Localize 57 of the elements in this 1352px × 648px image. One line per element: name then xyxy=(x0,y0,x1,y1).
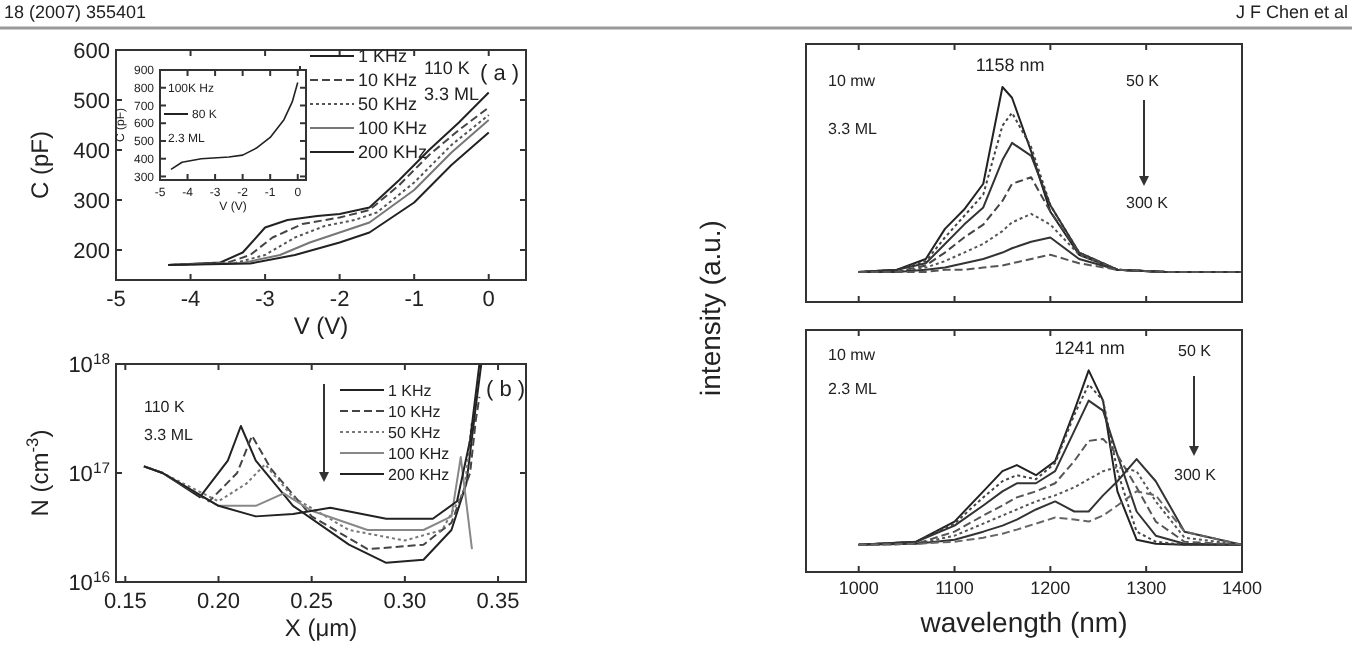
text: J F Chen et al xyxy=(1235,2,1348,22)
annotation: 50 K xyxy=(1126,72,1161,90)
x-tick-label: 0.35 xyxy=(476,590,520,614)
x-axis-title: X (μm) xyxy=(284,614,358,642)
x-tick-label: 1300 xyxy=(1126,578,1167,598)
legend-label: 200 KHz xyxy=(388,465,450,484)
annotation: 300 K xyxy=(1174,466,1218,484)
y-tick-label: 10$^{17}$ xyxy=(68,457,110,487)
legend-label: 100 KHz xyxy=(388,444,450,463)
x-tick-label: 0.25 xyxy=(290,590,334,614)
x-tick-label: -1 xyxy=(404,288,424,312)
x-tick-label: 0.20 xyxy=(197,590,240,614)
y-tick-label: 10$^{18}$ xyxy=(68,348,110,378)
annotation: 2.3 ML xyxy=(828,380,879,398)
x-tick-label: 0.30 xyxy=(383,590,427,614)
annotation: ( a ) xyxy=(480,62,520,86)
annotation: 1241 nm xyxy=(1054,338,1125,359)
annotation: 10 mw xyxy=(828,72,876,90)
annotation: 110 K xyxy=(424,58,470,78)
x-tick-label: 1400 xyxy=(1221,578,1263,598)
annotation: ( b ) xyxy=(486,378,526,402)
x-tick-label: 0 xyxy=(482,288,495,312)
y-tick-label: 400 xyxy=(73,139,110,164)
x-tick-label: 1200 xyxy=(1030,578,1071,598)
y-axis-title: C (pF) xyxy=(26,131,54,199)
y-axis-title: intensity (a.u.) xyxy=(694,220,726,396)
annotation: 3.3 ML xyxy=(144,426,195,444)
annotation: 3.3 ML xyxy=(424,84,480,104)
text: 50 K xyxy=(1178,342,1213,360)
legend-label: 50 KHz xyxy=(388,423,441,442)
x-tick-label: -5 xyxy=(106,288,126,312)
annotation: 110 K xyxy=(144,398,186,416)
legend-label: 10 KHz xyxy=(358,70,419,91)
x-axis-title: V (V) xyxy=(293,312,349,340)
x-axis-title: wavelength (nm) xyxy=(918,606,1128,638)
legend-label: 50 KHz xyxy=(358,94,419,115)
x-tick-label: 1100 xyxy=(935,578,974,598)
legend-label: 100 KHz xyxy=(358,118,429,139)
y-tick-label: 300 xyxy=(73,189,110,214)
legend-label: 1 KHz xyxy=(388,381,432,400)
annotation: 300 K xyxy=(1126,194,1170,212)
text: 10 mw xyxy=(828,346,876,364)
text: 18 (2007) 355401 xyxy=(4,2,147,22)
legend-label: 10 KHz xyxy=(388,402,441,421)
y-tick-label: 200 xyxy=(73,239,110,264)
y-tick-label: 10$^{16}$ xyxy=(68,566,110,596)
legend-label: 1 KHz xyxy=(358,46,409,67)
x-tick-label: -3 xyxy=(255,288,275,312)
y-tick-label: 600 xyxy=(73,39,110,64)
annotation: 3.3 ML xyxy=(828,120,879,138)
x-tick-label: -4 xyxy=(180,288,201,312)
x-tick-label: -2 xyxy=(329,288,350,312)
x-tick-label: 0.15 xyxy=(103,590,147,614)
x-tick-label: 1000 xyxy=(838,578,879,598)
y-tick-label: 500 xyxy=(73,89,110,114)
legend-label: 200 KHz xyxy=(358,142,429,163)
annotation: 1158 nm xyxy=(975,55,1045,75)
